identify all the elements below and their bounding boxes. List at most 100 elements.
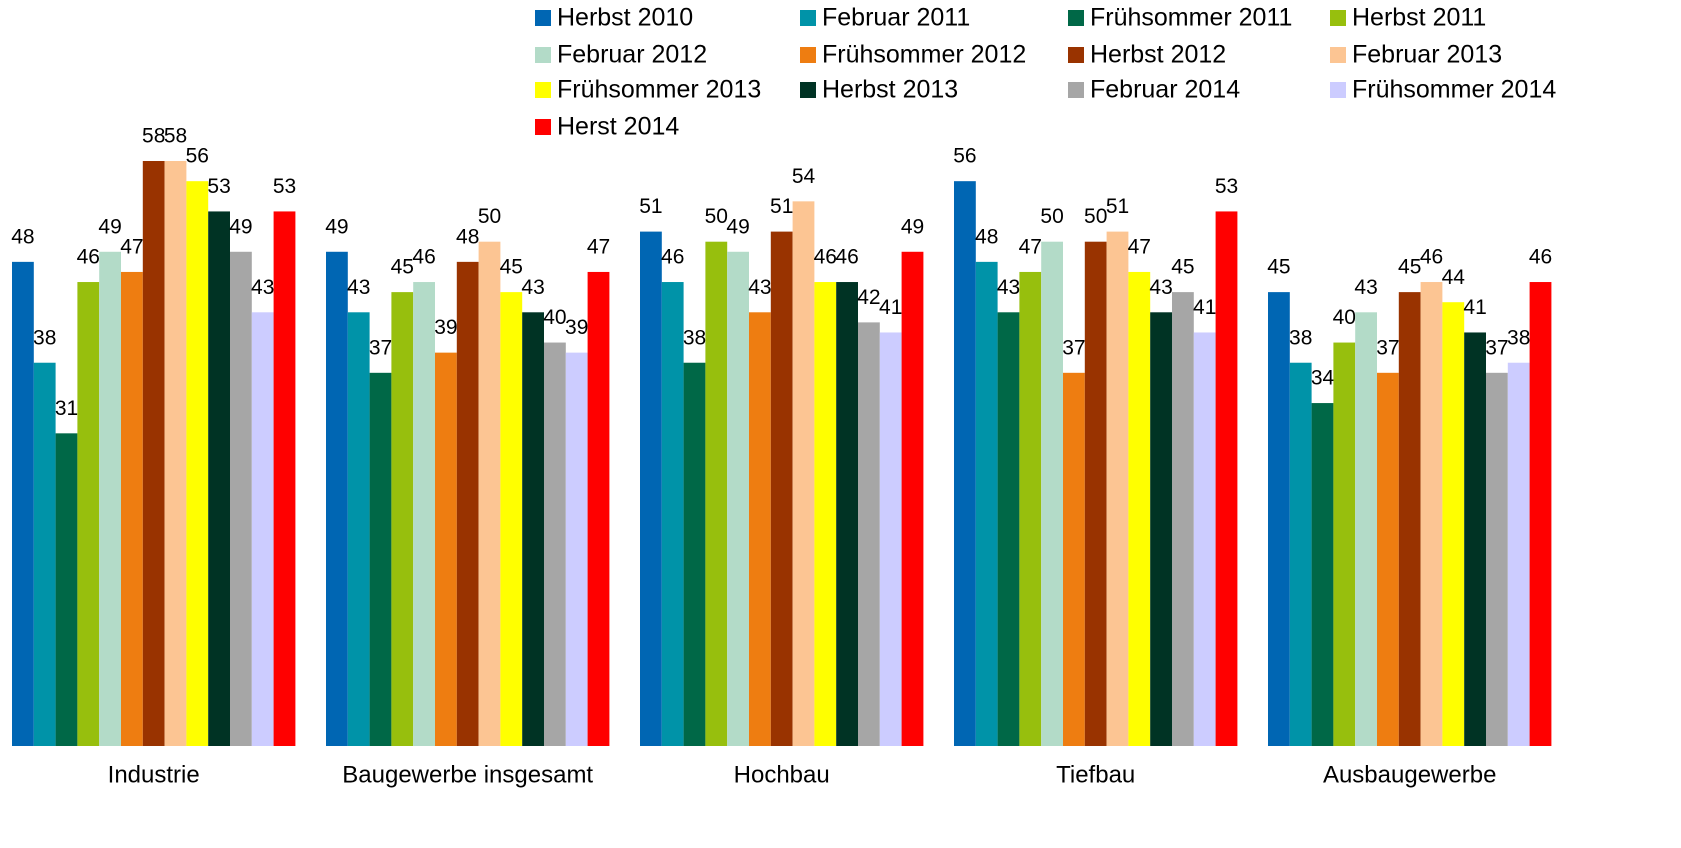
bar	[500, 292, 523, 746]
legend-label: Frühsommer 2011	[1090, 4, 1292, 32]
legend-label: Herbst 2012	[1090, 41, 1226, 69]
data-label: 50	[705, 205, 728, 228]
data-label: 53	[1215, 175, 1238, 198]
legend-label: Frühsommer 2014	[1352, 76, 1556, 104]
data-label: 47	[1128, 235, 1151, 258]
data-label: 46	[835, 246, 858, 269]
x-tick-label: Tiefbau	[1056, 761, 1135, 788]
bar	[749, 312, 771, 746]
bar	[456, 261, 479, 746]
bar	[1355, 312, 1377, 746]
data-label: 38	[1507, 326, 1530, 349]
data-label: 43	[251, 276, 274, 299]
legend-label: Herst 2014	[557, 113, 679, 141]
bar	[792, 201, 815, 746]
data-label: 43	[1354, 276, 1377, 299]
legend-swatch	[1068, 82, 1084, 98]
bar	[858, 322, 880, 746]
legend-swatch	[800, 10, 816, 26]
data-label: 37	[1376, 336, 1399, 359]
data-label: 45	[1171, 256, 1194, 279]
bar	[814, 282, 837, 746]
bar	[55, 433, 78, 746]
data-label: 37	[1485, 336, 1508, 359]
bar	[1529, 282, 1552, 746]
data-label: 37	[369, 336, 392, 359]
bar	[1041, 241, 1063, 747]
bar	[391, 292, 414, 746]
bar	[208, 211, 230, 746]
legend-swatch	[800, 47, 816, 63]
data-label: 50	[478, 205, 501, 228]
data-label: 41	[1193, 296, 1216, 319]
bar	[1063, 372, 1085, 746]
x-tick-label: Hochbau	[734, 761, 830, 788]
data-label: 46	[661, 246, 684, 269]
data-label: 45	[1267, 256, 1290, 279]
data-label: 50	[1040, 205, 1063, 228]
data-label: 49	[98, 215, 121, 238]
bar	[683, 362, 706, 746]
bar	[1289, 362, 1312, 746]
legend-swatch	[535, 10, 551, 26]
data-label: 53	[273, 175, 296, 198]
bar	[661, 282, 684, 746]
data-label: 39	[565, 316, 588, 339]
legend-swatch	[800, 82, 816, 98]
data-label: 58	[142, 125, 165, 148]
legend-label: Februar 2012	[557, 41, 707, 69]
data-label: 53	[207, 175, 230, 198]
data-label: 58	[164, 125, 187, 148]
data-label: 40	[1333, 306, 1356, 329]
bar	[1311, 403, 1334, 746]
bar	[164, 161, 187, 746]
bar	[1377, 372, 1399, 746]
bar	[347, 312, 370, 746]
bar	[705, 241, 728, 747]
legend-label: Februar 2011	[822, 4, 970, 32]
data-label: 46	[412, 246, 435, 269]
data-label: 51	[770, 195, 793, 218]
legend-swatch	[1330, 10, 1346, 26]
bar	[565, 352, 588, 746]
legend-label: Frühsommer 2013	[557, 76, 761, 104]
data-label: 49	[325, 215, 348, 238]
data-label: 34	[1311, 367, 1335, 390]
legend-label: Februar 2014	[1090, 76, 1240, 104]
bar	[836, 282, 858, 746]
data-label: 39	[434, 316, 457, 339]
legend-swatch	[535, 119, 551, 135]
bar	[1442, 302, 1465, 746]
bar	[273, 211, 296, 746]
bar	[230, 251, 252, 746]
bar	[326, 251, 348, 746]
bar	[727, 251, 749, 746]
data-label: 47	[587, 235, 610, 258]
legend-swatch	[1330, 82, 1346, 98]
data-label: 43	[997, 276, 1020, 299]
data-label: 38	[1289, 326, 1312, 349]
bar	[1268, 292, 1290, 746]
bar	[640, 231, 662, 746]
data-label: 38	[683, 326, 706, 349]
x-tick-label: Ausbaugewerbe	[1323, 761, 1496, 788]
x-tick-label: Baugewerbe insgesamt	[342, 761, 593, 788]
bar	[1106, 231, 1129, 746]
data-label: 48	[456, 225, 479, 248]
bar	[997, 312, 1020, 746]
legend-label: Februar 2013	[1352, 41, 1502, 69]
bar	[1420, 282, 1443, 746]
data-label: 54	[792, 165, 816, 188]
bar	[478, 241, 501, 747]
data-label: 56	[953, 145, 976, 168]
bar	[1507, 362, 1530, 746]
bar	[413, 282, 435, 746]
bar	[1215, 211, 1238, 746]
bar	[1084, 241, 1107, 747]
bar	[544, 342, 566, 746]
data-label: 41	[879, 296, 902, 319]
data-label: 37	[1062, 336, 1085, 359]
data-label: 43	[347, 276, 370, 299]
bar	[1150, 312, 1172, 746]
